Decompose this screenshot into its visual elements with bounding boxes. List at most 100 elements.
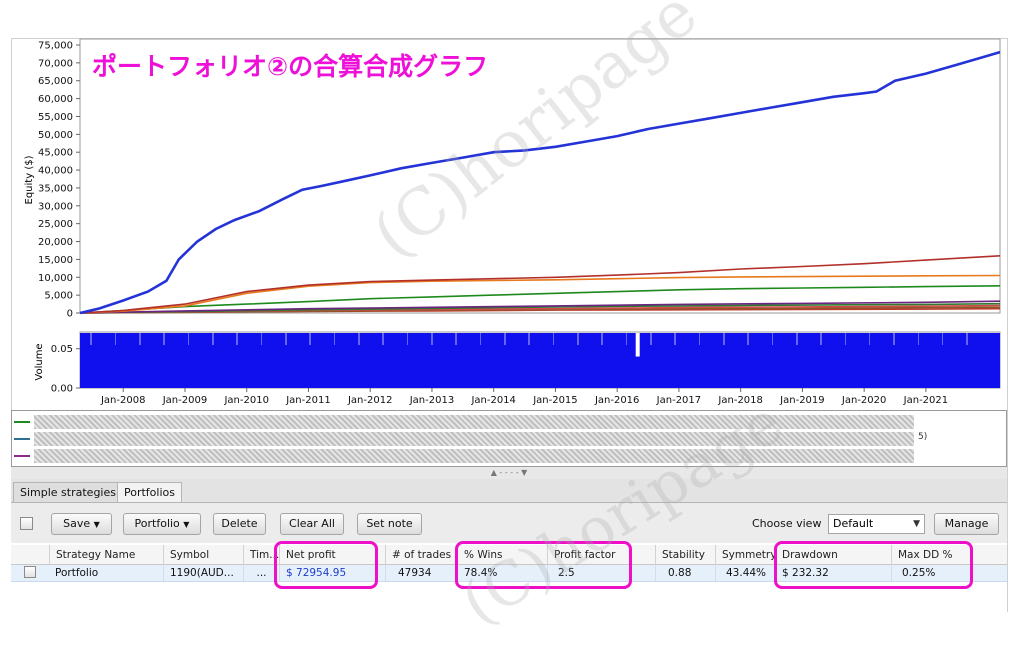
cell-symmetry: 43.44% [715, 565, 775, 581]
legend-row [14, 415, 914, 429]
col-stability[interactable]: Stability [655, 545, 715, 565]
x-tick-label: Jan-2020 [841, 395, 886, 406]
volume-bar-gap [967, 333, 968, 345]
panel-splitter[interactable]: ▲ - - - - ▼ [11, 467, 1007, 479]
highlight-wins-profit-factor [455, 541, 632, 589]
volume-bar-gap [455, 333, 456, 345]
volume-bar-gap [578, 333, 579, 345]
volume-bar-gap [286, 333, 287, 345]
highlight-net-profit [274, 541, 378, 589]
x-tick-label: Jan-2013 [409, 395, 454, 406]
manage-button[interactable]: Manage [934, 513, 999, 535]
volume-bar-gap [869, 333, 870, 345]
equity-series-line [79, 255, 1001, 314]
volume-bar-gap [894, 333, 895, 345]
volume-bar-gap [602, 333, 603, 345]
volume-bar-gap [651, 333, 652, 345]
volume-bar-gap [772, 333, 773, 345]
select-all-checkbox[interactable] [20, 517, 33, 530]
volume-bar-gap [674, 333, 675, 345]
legend-swatch [14, 455, 30, 457]
volume-bar-gap [699, 333, 700, 345]
equity-series-line [79, 50, 1001, 315]
x-tick-label: Jan-2008 [100, 395, 145, 406]
tab-simple-strategies[interactable]: Simple strategies [13, 482, 123, 502]
volume-bars [80, 333, 1000, 388]
volume-bar-gap [918, 333, 919, 345]
x-tick-label: Jan-2021 [903, 395, 948, 406]
volume-bar-gap [213, 333, 214, 345]
volume-bar-gap [431, 333, 432, 345]
volume-bar-gap [820, 333, 821, 345]
volume-bar-gap [164, 333, 165, 345]
volume-bar-gap [309, 333, 310, 345]
tab-portfolios[interactable]: Portfolios [117, 482, 182, 502]
delete-button[interactable]: Delete [213, 513, 266, 535]
legend-row [14, 449, 914, 463]
cell-net-profit: $ 72954.95 [279, 565, 385, 581]
y-tick-label: 75,000 [38, 41, 73, 52]
tab-bar: Simple strategies Portfolios [11, 479, 1007, 503]
cell-profit-factor: 2.5 [547, 565, 655, 581]
x-tick-label: Jan-2010 [223, 395, 268, 406]
save-button[interactable]: Save ▼ [51, 513, 112, 535]
legend-tail: 5) [918, 432, 928, 442]
volume-bar-gap [942, 333, 943, 345]
volume-bar-gap [91, 333, 92, 345]
volume-bar-gap [893, 333, 894, 345]
table-row[interactable]: Portfolio 1190(AUD... ... $ 72954.95 479… [11, 565, 1007, 582]
x-tick-label: Jan-2011 [285, 395, 330, 406]
volume-bar-gap [261, 333, 262, 345]
chevron-down-icon: ▼ [183, 520, 190, 529]
row-checkbox[interactable] [24, 566, 36, 578]
y-tick-label: 65,000 [38, 76, 73, 87]
y-tick-label: 35,000 [38, 183, 73, 194]
volume-bar-gap [236, 333, 237, 345]
col-symmetry[interactable]: Symmetry [715, 545, 775, 565]
volume-bar-gap [188, 333, 189, 345]
volume-bar-gap [480, 333, 481, 345]
volume-bar-gap [529, 333, 530, 345]
col-max-dd[interactable]: Max DD % [891, 545, 1007, 565]
cell-timeframe: ... [243, 565, 279, 581]
volume-bar-gap [577, 333, 578, 345]
volume-bar-gap [212, 333, 213, 345]
volume-bar-gap [140, 333, 141, 345]
choose-view-select[interactable]: Default ▼ [828, 514, 925, 534]
col-strategy-name[interactable]: Strategy Name [49, 545, 163, 565]
col-symbol[interactable]: Symbol [163, 545, 243, 565]
y-tick-label: 40,000 [38, 166, 73, 177]
toolbar: Save ▼ Portfolio ▼ Delete Clear All Set … [11, 503, 1007, 543]
col-net-profit[interactable]: Net profit [279, 545, 385, 565]
volume-bar-gap [748, 333, 749, 345]
volume-bar-gap [237, 333, 238, 345]
volume-bar-gap [504, 333, 505, 345]
volume-bar-gap [285, 333, 286, 345]
y-tick-label: 10,000 [38, 273, 73, 284]
highlight-drawdown [774, 541, 973, 589]
volume-bar-gap [797, 333, 798, 345]
volume-bar-gap [845, 333, 846, 345]
choose-view-label: Choose view [752, 517, 822, 530]
x-tick-label: Jan-2012 [347, 395, 392, 406]
save-label: Save [63, 517, 91, 530]
equity-axis-label: Equity ($) [24, 155, 35, 204]
x-tick-label: Jan-2014 [470, 395, 515, 406]
volume-bar-gap [601, 333, 602, 345]
volume-bar-gap [796, 333, 797, 345]
volume-bar-gap [724, 333, 725, 345]
col-trades[interactable]: # of trades [385, 545, 457, 565]
set-note-button[interactable]: Set note [357, 513, 422, 535]
volume-axis-label: Volume [34, 343, 45, 380]
portfolio-label: Portfolio [134, 517, 180, 530]
col-profit-factor[interactable]: Profit factor [547, 545, 655, 565]
y-tick-label: 5,000 [44, 291, 73, 302]
volume-bar-gap [635, 333, 640, 357]
portfolio-button[interactable]: Portfolio ▼ [123, 513, 201, 535]
volume-bar-gap [528, 333, 529, 345]
y-tick-label: 0.05 [51, 344, 73, 355]
clear-all-button[interactable]: Clear All [280, 513, 344, 535]
y-tick-label: 45,000 [38, 148, 73, 159]
choose-view-value: Default [833, 517, 874, 530]
col-timeframe[interactable]: Tim... [243, 545, 279, 565]
